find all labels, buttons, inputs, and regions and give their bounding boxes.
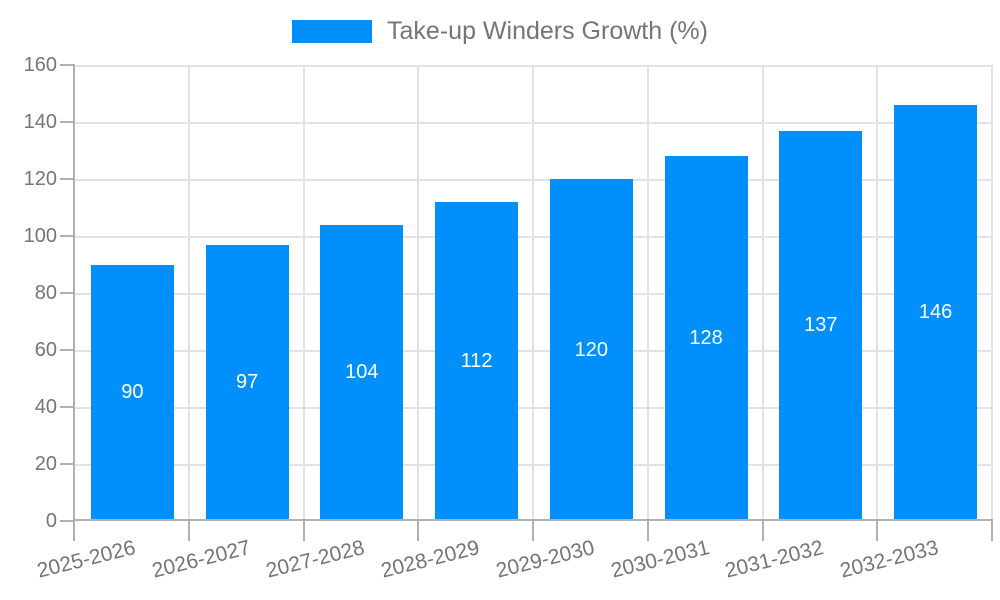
gridline-vertical bbox=[876, 65, 879, 521]
bar-value-label: 137 bbox=[804, 314, 838, 337]
gridline-horizontal bbox=[75, 293, 993, 295]
x-axis-tick bbox=[187, 521, 190, 541]
x-axis-tick-label: 2028-2029 bbox=[378, 536, 482, 583]
x-axis-tick bbox=[876, 521, 879, 541]
y-axis-tick bbox=[60, 121, 75, 123]
bar-value-label: 120 bbox=[574, 338, 609, 361]
y-axis-tick-label: 60 bbox=[34, 339, 57, 361]
bar-value-label: 112 bbox=[460, 349, 493, 372]
gridline-horizontal bbox=[75, 122, 993, 124]
y-axis-tick bbox=[60, 463, 75, 465]
gridline-horizontal bbox=[75, 350, 993, 352]
y-axis-tick bbox=[60, 349, 75, 351]
bar[interactable]: 104 bbox=[320, 224, 404, 521]
y-axis-tick-label: 120 bbox=[23, 168, 57, 190]
x-axis-tick bbox=[302, 521, 305, 541]
x-axis-tick bbox=[532, 521, 534, 541]
x-axis-line bbox=[73, 519, 993, 521]
gridline-vertical bbox=[302, 65, 305, 521]
bar[interactable]: 112 bbox=[435, 201, 519, 521]
y-axis-tick-label: 80 bbox=[34, 282, 57, 304]
y-axis-tick-label: 100 bbox=[23, 225, 57, 247]
gridline-vertical bbox=[761, 65, 764, 521]
y-axis-tick bbox=[60, 406, 75, 408]
bar[interactable]: 137 bbox=[779, 130, 863, 521]
bar[interactable]: 90 bbox=[90, 264, 174, 521]
x-axis-tick-label: 2030-2031 bbox=[608, 536, 712, 583]
x-axis-tick-label: 2027-2028 bbox=[264, 536, 368, 583]
plot-area: 90 97 104 112 120 128 137 146 0 20 40 60 80 100 120 140… bbox=[24, 55, 993, 583]
bar-value-label: 146 bbox=[918, 301, 953, 324]
bar-value-label: 90 bbox=[121, 381, 144, 404]
bar[interactable]: 146 bbox=[894, 104, 978, 521]
y-axis-tick-label: 40 bbox=[34, 396, 57, 418]
y-axis-tick bbox=[60, 292, 75, 294]
y-axis-tick-label: 160 bbox=[23, 54, 57, 76]
bar-value-label: 128 bbox=[689, 327, 723, 350]
gridline-vertical bbox=[417, 65, 420, 521]
x-axis-tick-label: 2032-2033 bbox=[837, 536, 941, 583]
y-axis-tick-label: 20 bbox=[34, 453, 57, 475]
x-axis-tick bbox=[646, 521, 649, 541]
legend-swatch-icon bbox=[292, 20, 373, 43]
gridline-horizontal bbox=[75, 236, 993, 238]
x-axis-tick bbox=[761, 521, 764, 541]
bar[interactable]: 97 bbox=[205, 244, 289, 521]
y-axis-tick-label: 0 bbox=[45, 510, 57, 532]
gridline-horizontal bbox=[75, 464, 993, 466]
gridline-horizontal bbox=[75, 65, 993, 67]
y-axis-tick bbox=[60, 235, 75, 237]
y-axis-tick bbox=[60, 520, 75, 522]
gridline-vertical bbox=[532, 65, 534, 521]
y-axis-tick bbox=[60, 64, 75, 66]
bar[interactable]: 128 bbox=[664, 156, 748, 521]
gridline-vertical bbox=[646, 65, 649, 521]
x-axis-tick-label: 2026-2027 bbox=[149, 536, 253, 583]
bar[interactable]: 120 bbox=[549, 179, 633, 521]
x-axis-tick bbox=[417, 521, 420, 541]
y-axis-line bbox=[73, 65, 75, 541]
legend: Take-up Winders Growth (%) bbox=[0, 17, 1000, 46]
bar-value-label: 97 bbox=[235, 371, 259, 394]
gridline-vertical bbox=[187, 65, 190, 521]
legend-label: Take-up Winders Growth (%) bbox=[387, 17, 708, 45]
x-axis-tick-label: 2031-2032 bbox=[723, 536, 827, 583]
x-axis-tick-label: 2029-2030 bbox=[493, 536, 597, 583]
bar-value-label: 104 bbox=[345, 361, 379, 384]
x-axis-tick-label: 2025-2026 bbox=[34, 536, 138, 583]
x-axis-tick bbox=[991, 521, 993, 541]
y-axis-tick bbox=[60, 178, 75, 180]
legend-item[interactable]: Take-up Winders Growth (%) bbox=[292, 17, 708, 46]
gridline-vertical bbox=[991, 65, 993, 521]
gridline-horizontal bbox=[75, 407, 993, 409]
y-axis-tick-label: 140 bbox=[23, 111, 57, 133]
gridline-horizontal bbox=[75, 179, 993, 181]
